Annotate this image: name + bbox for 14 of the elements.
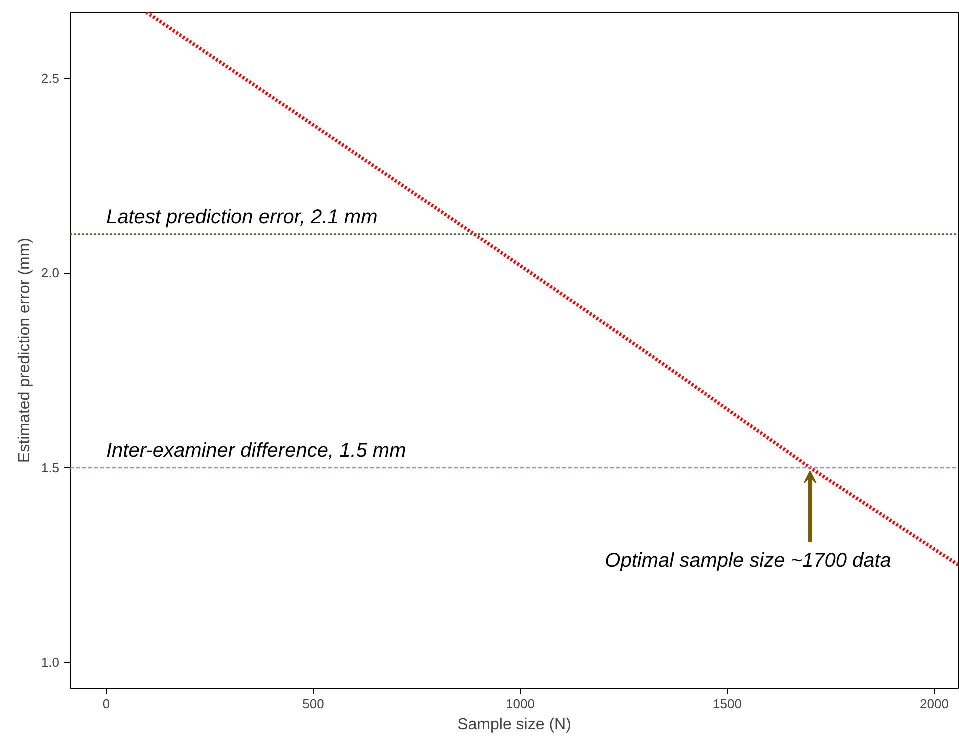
y-tick-label: 2.0 xyxy=(41,266,60,281)
x-tick-label: 1500 xyxy=(713,696,742,712)
ref-line-label: Latest prediction error, 2.1 mm xyxy=(106,206,378,228)
ref-line-label: Inter-examiner difference, 1.5 mm xyxy=(106,440,406,462)
x-axis-title: Sample size (N) xyxy=(458,716,572,734)
x-tick-label: 1000 xyxy=(506,696,535,712)
y-tick-label: 1.0 xyxy=(41,654,60,670)
x-tick-label: 500 xyxy=(302,696,324,712)
y-tick-label: 2.5 xyxy=(41,71,60,86)
y-axis-title: Estimated prediction error (mm) xyxy=(16,238,34,463)
x-tick-label: 0 xyxy=(102,696,110,712)
y-tick-label: 1.5 xyxy=(41,460,60,476)
x-tick-label: 2000 xyxy=(920,696,949,712)
annotation: Optimal sample size ~1700 data xyxy=(605,550,892,572)
